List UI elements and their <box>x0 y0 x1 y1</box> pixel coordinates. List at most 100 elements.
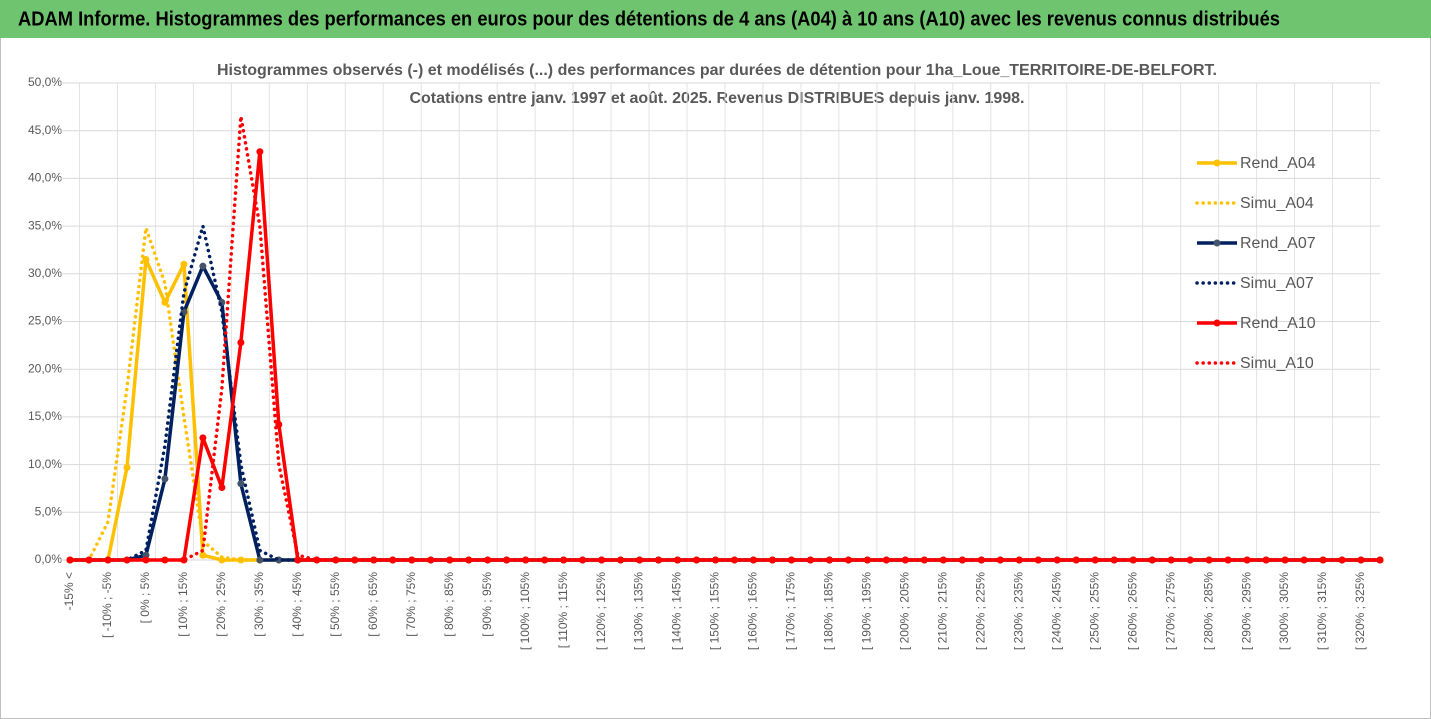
point <box>522 556 530 564</box>
point <box>636 556 644 564</box>
x-tick-label: [ 40% ; 45% <box>290 572 304 637</box>
point <box>123 556 131 564</box>
x-tick-label: [ 50% ; 55% <box>328 572 342 637</box>
x-tick-label: [ 320% ; 325% <box>1353 572 1367 650</box>
point <box>218 556 226 564</box>
point <box>977 556 985 564</box>
point <box>503 556 511 564</box>
y-tick-label: 45,0% <box>28 123 62 137</box>
x-tick-label: [ 80% ; 85% <box>442 572 456 637</box>
point <box>844 556 852 564</box>
y-tick-label: 0,0% <box>35 552 63 566</box>
x-tick-label: [ 180% ; 185% <box>822 572 836 650</box>
point <box>674 556 682 564</box>
x-tick-label: [ 310% ; 315% <box>1315 572 1329 650</box>
point <box>1376 556 1384 564</box>
x-tick-label: [ 90% ; 95% <box>480 572 494 637</box>
y-tick-label: 35,0% <box>28 218 62 232</box>
x-tick-label: [ 120% ; 125% <box>594 572 608 650</box>
point <box>1357 556 1365 564</box>
header-title: ADAM Informe. Histogrammes des performan… <box>18 8 1280 30</box>
point <box>655 556 663 564</box>
chart-subtitle: Cotations entre janv. 1997 et août. 2025… <box>410 90 1025 107</box>
point <box>218 483 226 491</box>
x-tick-label: [ 0% ; 5% <box>138 572 152 624</box>
point <box>237 338 245 346</box>
y-tick-label: 10,0% <box>28 457 62 471</box>
x-tick-label: [ -10% ; -5% <box>100 572 114 638</box>
x-tick-label: [ 270% ; 275% <box>1163 572 1177 650</box>
x-tick-label: [ 280% ; 285% <box>1201 572 1215 650</box>
x-tick-label: [ 170% ; 175% <box>784 572 798 650</box>
x-tick-label: [ 60% ; 65% <box>366 572 380 637</box>
point <box>484 556 492 564</box>
point <box>142 556 150 564</box>
legend-label: Rend_A04 <box>1240 155 1316 172</box>
header-bar <box>0 0 1431 38</box>
y-tick-label: 20,0% <box>28 361 62 375</box>
point <box>294 556 302 564</box>
point <box>199 434 207 442</box>
x-tick-label: [ 150% ; 155% <box>708 572 722 650</box>
point <box>1167 556 1175 564</box>
point <box>806 556 814 564</box>
y-tick-label: 40,0% <box>28 171 62 185</box>
series-line <box>68 114 1382 562</box>
x-tick-label: [ 240% ; 245% <box>1049 572 1063 650</box>
legend-label: Simu_A04 <box>1240 195 1314 212</box>
x-tick-label: [ 130% ; 135% <box>632 572 646 650</box>
point <box>1319 556 1327 564</box>
y-tick-label: 30,0% <box>28 266 62 280</box>
point <box>237 480 245 488</box>
legend-label: Simu_A07 <box>1240 275 1314 292</box>
x-tick-label: -15% < <box>62 572 76 610</box>
x-tick-label: [ 200% ; 205% <box>898 572 912 650</box>
point <box>465 556 473 564</box>
x-tick-label: [ 190% ; 195% <box>860 572 874 650</box>
point <box>142 255 150 263</box>
point <box>825 556 833 564</box>
point <box>275 421 283 429</box>
x-tick-label: [ 20% ; 25% <box>214 572 228 637</box>
point <box>351 556 359 564</box>
point <box>1186 556 1194 564</box>
point <box>1300 556 1308 564</box>
y-tick-label: 25,0% <box>28 314 62 328</box>
y-tick-label: 5,0% <box>35 504 63 518</box>
x-tick-label: [ 220% ; 225% <box>973 572 987 650</box>
point <box>123 463 131 471</box>
x-tick-label: [ 160% ; 165% <box>746 572 760 650</box>
point <box>1338 556 1346 564</box>
legend-label: Simu_A10 <box>1240 355 1314 372</box>
y-tick-label: 50,0% <box>28 75 62 89</box>
legend-label: Rend_A07 <box>1240 235 1316 252</box>
legend-marker <box>1213 239 1221 247</box>
x-tick-label: [ 210% ; 215% <box>936 572 950 650</box>
point <box>256 148 264 156</box>
point <box>199 262 207 270</box>
x-tick-label: [ 100% ; 105% <box>518 572 532 650</box>
point <box>161 556 169 564</box>
point <box>180 260 188 268</box>
point <box>256 556 264 564</box>
x-tick-label: [ 230% ; 235% <box>1011 572 1025 650</box>
x-tick-label: [ 30% ; 35% <box>252 572 266 637</box>
x-tick-label: [ 290% ; 295% <box>1239 572 1253 650</box>
x-tick-label: [ 260% ; 265% <box>1125 572 1139 650</box>
legend-marker <box>1213 159 1221 167</box>
x-tick-label: [ 140% ; 145% <box>670 572 684 650</box>
legend-marker <box>1213 319 1221 327</box>
point <box>199 551 207 559</box>
point <box>161 475 169 483</box>
point <box>332 556 340 564</box>
x-tick-label: [ 110% ; 115% <box>556 572 570 649</box>
point <box>1148 556 1156 564</box>
x-tick-label: [ 300% ; 305% <box>1277 572 1291 650</box>
point <box>1015 556 1023 564</box>
x-tick-label: [ 70% ; 75% <box>404 572 418 637</box>
x-tick-label: [ 250% ; 255% <box>1087 572 1101 650</box>
point <box>996 556 1004 564</box>
y-tick-label: 15,0% <box>28 409 62 423</box>
x-tick-label: [ 10% ; 15% <box>176 572 190 637</box>
